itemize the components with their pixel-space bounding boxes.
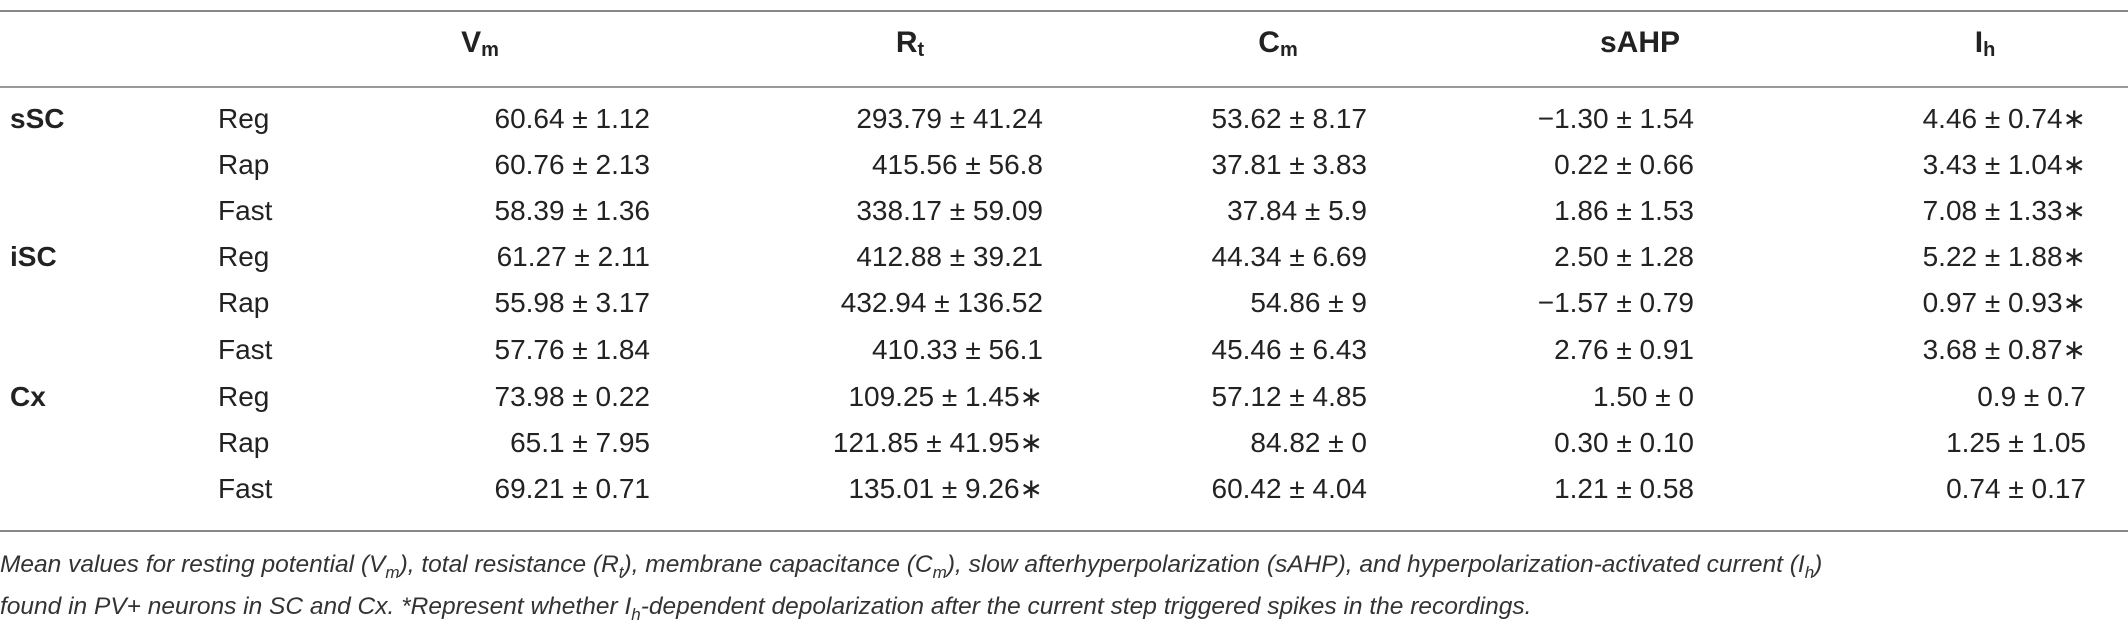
table-bottom-rule bbox=[0, 530, 2128, 532]
table-cell: 432.94 ± 136.52 bbox=[840, 287, 1043, 318]
table-cell: 44.34 ± 6.69 bbox=[1211, 241, 1368, 272]
row-type-label: Reg bbox=[218, 381, 270, 412]
table-cell: 412.88 ± 39.21 bbox=[856, 241, 1043, 272]
table-row: Fast 69.21 ± 0.71 135.01 ± 9.26∗ 60.42 ± 4.… bbox=[0, 465, 2128, 512]
column-header-ih: Ih bbox=[1974, 26, 1996, 61]
table-row: Rap 65.1 ± 7.95 121.85 ± 41.95∗ 84.82 ± 0 0.… bbox=[0, 419, 2128, 466]
table-cell: 415.56 ± 56.8 bbox=[871, 149, 1043, 180]
table-cell: 1.86 ± 1.53 bbox=[1554, 195, 1694, 226]
table-cell: 2.50 ± 1.28 bbox=[1554, 241, 1694, 272]
table-top-rule bbox=[0, 10, 2128, 12]
row-type-label: Fast bbox=[218, 473, 273, 504]
table-cell: 109.25 ± 1.45∗ bbox=[848, 381, 1043, 412]
table-cell: −1.30 ± 1.54 bbox=[1537, 103, 1694, 134]
table-row: Rap 60.76 ± 2.13 415.56 ± 56.8 37.81 ± 3.83… bbox=[0, 141, 2128, 188]
table-cell: 135.01 ± 9.26∗ bbox=[848, 473, 1043, 504]
table-row: sSC Reg 60.64 ± 1.12 293.79 ± 41.24 53.62 ± … bbox=[0, 95, 2128, 142]
table-row: Rap 55.98 ± 3.17 432.94 ± 136.52 54.86 ± 9 −… bbox=[0, 279, 2128, 326]
row-type-label: Reg bbox=[218, 241, 270, 272]
table-cell: 0.9 ± 0.7 bbox=[1977, 381, 2086, 412]
table-cell: 3.43 ± 1.04∗ bbox=[1922, 149, 2086, 180]
table-caption: Mean values for resting potential (Vm), … bbox=[0, 548, 2110, 632]
header-rule bbox=[0, 86, 2128, 88]
table-cell: 1.25 ± 1.05 bbox=[1946, 427, 2086, 458]
table-cell: 338.17 ± 59.09 bbox=[856, 195, 1043, 226]
row-type-label: Fast bbox=[218, 195, 273, 226]
table-cell: 7.08 ± 1.33∗ bbox=[1922, 195, 2086, 226]
table-cell: 60.76 ± 2.13 bbox=[494, 149, 651, 180]
table-cell: 1.21 ± 0.58 bbox=[1554, 473, 1694, 504]
row-type-label: Rap bbox=[218, 149, 270, 180]
table-cell: 0.74 ± 0.17 bbox=[1946, 473, 2086, 504]
table-cell: 60.42 ± 4.04 bbox=[1211, 473, 1368, 504]
table-cell: 45.46 ± 6.43 bbox=[1211, 334, 1368, 365]
table-cell: 410.33 ± 56.1 bbox=[871, 334, 1043, 365]
column-header-rt: Rt bbox=[895, 26, 925, 61]
table-cell: 73.98 ± 0.22 bbox=[494, 381, 651, 412]
table-cell: 121.85 ± 41.95∗ bbox=[832, 427, 1043, 458]
table-cell: 37.84 ± 5.9 bbox=[1227, 195, 1367, 226]
column-header-cm: Cm bbox=[1258, 26, 1298, 61]
table-cell: 69.21 ± 0.71 bbox=[494, 473, 651, 504]
table-cell: 0.97 ± 0.93∗ bbox=[1922, 287, 2086, 318]
table-cell: 57.12 ± 4.85 bbox=[1211, 381, 1368, 412]
table-cell: 58.39 ± 1.36 bbox=[494, 195, 651, 226]
table-cell: 61.27 ± 2.11 bbox=[496, 241, 650, 272]
table-cell: 0.30 ± 0.10 bbox=[1554, 427, 1694, 458]
table-row: iSC Reg 61.27 ± 2.11 412.88 ± 39.21 44.34 ± … bbox=[0, 233, 2128, 280]
table-cell: 3.68 ± 0.87∗ bbox=[1922, 334, 2086, 365]
table-row: Fast 57.76 ± 1.84 410.33 ± 56.1 45.46 ± 6.4… bbox=[0, 326, 2128, 373]
table-cell: 60.64 ± 1.12 bbox=[494, 103, 651, 134]
column-header-sahp: sAHP bbox=[1599, 26, 1681, 59]
row-group-label: Cx bbox=[10, 381, 46, 412]
table-cell: 57.76 ± 1.84 bbox=[494, 334, 651, 365]
table-cell: 53.62 ± 8.17 bbox=[1211, 103, 1368, 134]
table-cell: 2.76 ± 0.91 bbox=[1554, 334, 1694, 365]
row-type-label: Reg bbox=[218, 103, 270, 134]
table-cell: 4.46 ± 0.74∗ bbox=[1922, 103, 2086, 134]
table-row: Cx Reg 73.98 ± 0.22 109.25 ± 1.45∗ 57.12 ± 4… bbox=[0, 373, 2128, 420]
column-header-vm: Vm bbox=[461, 26, 499, 61]
row-type-label: Rap bbox=[218, 287, 270, 318]
row-group-label: sSC bbox=[10, 103, 65, 134]
table-cell: 55.98 ± 3.17 bbox=[494, 287, 651, 318]
table-cell: 54.86 ± 9 bbox=[1250, 287, 1367, 318]
table-cell: 1.50 ± 0 bbox=[1593, 381, 1694, 412]
row-group-label: iSC bbox=[10, 241, 57, 272]
caption-line-2: found in PV+ neurons in SC and Cx. *Repr… bbox=[0, 592, 1532, 624]
caption-line-1: Mean values for resting potential (Vm), … bbox=[0, 551, 1823, 582]
table-cell: 293.79 ± 41.24 bbox=[856, 103, 1043, 134]
table-cell: 5.22 ± 1.88∗ bbox=[1922, 241, 2086, 272]
row-type-label: Fast bbox=[218, 334, 273, 365]
table-cell: 37.81 ± 3.83 bbox=[1211, 149, 1368, 180]
table-cell: 84.82 ± 0 bbox=[1250, 427, 1367, 458]
table-cell: 0.22 ± 0.66 bbox=[1554, 149, 1694, 180]
table-cell: −1.57 ± 0.79 bbox=[1537, 287, 1694, 318]
row-type-label: Rap bbox=[218, 427, 270, 458]
table-row: Fast 58.39 ± 1.36 338.17 ± 59.09 37.84 ± 5.… bbox=[0, 187, 2128, 234]
table-cell: 65.1 ± 7.95 bbox=[510, 427, 650, 458]
